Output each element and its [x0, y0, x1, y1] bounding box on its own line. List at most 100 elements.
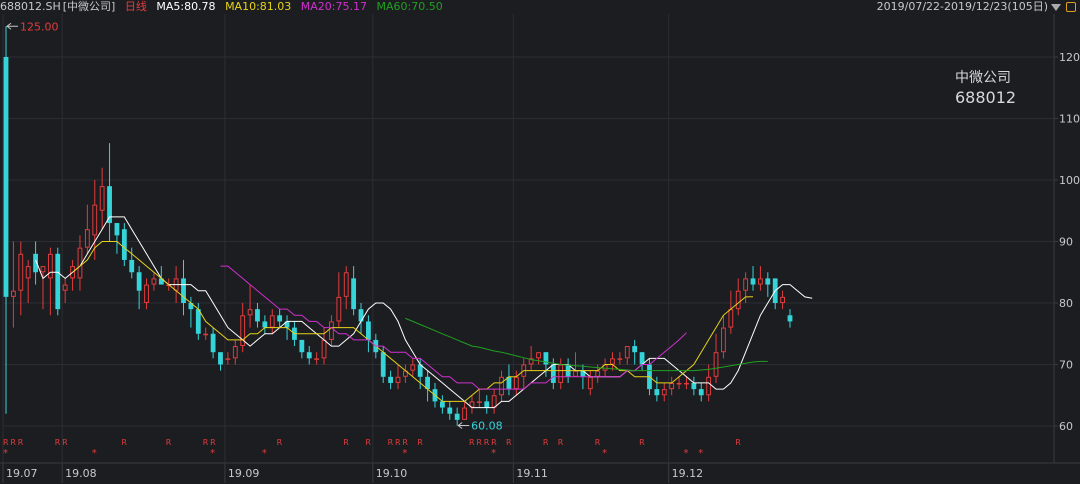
period-label[interactable]: 日线 [124, 0, 147, 13]
candle-body [484, 401, 490, 408]
date-range-selector[interactable]: 2019/07/22-2019/12/23(105日) [877, 0, 1076, 14]
candle-body [336, 296, 342, 322]
candle-body [513, 376, 519, 390]
ma5-label: MA5:80.78 [156, 0, 216, 13]
candle [743, 272, 749, 303]
candle [247, 284, 253, 328]
candle [610, 352, 615, 371]
candle-body [595, 370, 601, 377]
candle-body [84, 229, 90, 248]
candle-body [321, 339, 327, 359]
candle-body [454, 413, 460, 420]
candle-body [550, 364, 556, 383]
signal-r-marker: R [595, 438, 601, 447]
candle [513, 370, 519, 396]
candle [684, 376, 689, 390]
annotation-label: 60.08 [471, 420, 503, 433]
candle-body [255, 309, 260, 322]
candle [402, 364, 408, 383]
candle [351, 266, 357, 316]
dropdown-arrow-icon[interactable] [1051, 3, 1061, 11]
ma10-line [72, 241, 754, 402]
candle [329, 315, 334, 347]
candle-body [506, 376, 512, 390]
candle-body [136, 272, 142, 291]
candle [343, 266, 349, 310]
signal-r-marker: R [543, 438, 549, 447]
candle [136, 266, 142, 310]
candle-body [543, 352, 549, 365]
candle [299, 339, 305, 359]
candle-body [269, 315, 275, 328]
lock-icon[interactable] [1066, 2, 1076, 12]
candle [528, 346, 534, 371]
signal-r-marker: R [484, 438, 490, 447]
candle-body [447, 407, 453, 414]
candle-body [632, 346, 638, 353]
candle-body [284, 321, 290, 328]
candle-body [425, 376, 430, 390]
candle [758, 266, 763, 291]
candle [18, 241, 24, 316]
candle-body [47, 253, 53, 279]
candle [210, 327, 216, 359]
candle-body [580, 370, 586, 377]
candle [639, 352, 645, 371]
candle [587, 370, 593, 396]
signal-star-marker: * [262, 448, 267, 459]
candle-body [491, 395, 497, 408]
candle [314, 352, 320, 365]
candle-body [395, 376, 401, 383]
annotation-arrow [457, 422, 463, 429]
candle-body [181, 278, 186, 303]
candle-body [99, 186, 105, 211]
candle-body [366, 321, 371, 340]
stock-symbol: 688012.SH [0, 0, 61, 13]
candle-body [121, 229, 127, 260]
candle [602, 358, 608, 377]
candle [232, 339, 238, 365]
ma60-label: MA60:70.50 [376, 0, 443, 13]
candle-body [306, 352, 312, 359]
candle [499, 370, 504, 402]
signal-r-marker: R [735, 438, 741, 447]
candle [484, 395, 490, 414]
candle [661, 382, 667, 402]
candle [469, 395, 475, 414]
candle [439, 395, 445, 414]
signal-r-marker: R [10, 438, 16, 447]
signal-star-marker: * [602, 448, 607, 459]
candle [358, 303, 364, 334]
annotation-label: 125.00 [20, 20, 59, 33]
signal-r-marker: R [18, 438, 24, 447]
candle [144, 278, 149, 310]
candle [3, 26, 9, 414]
stock-name: [中微公司] [62, 0, 116, 13]
candle [447, 401, 453, 420]
candle [787, 309, 793, 328]
y-tick-label: 120 [1059, 51, 1080, 64]
y-tick-label: 110 [1059, 113, 1080, 126]
signal-r-marker: R [203, 438, 209, 447]
candle [691, 376, 697, 396]
candle [676, 376, 682, 390]
watermark-name: 中微公司 [955, 70, 1011, 86]
candle-body [240, 315, 246, 347]
candle [765, 272, 771, 297]
signal-r-marker: R [277, 438, 283, 447]
candle-body [18, 253, 24, 291]
x-tick-label: 19.07 [6, 467, 38, 480]
signal-r-marker: R [469, 438, 475, 447]
y-tick-label: 80 [1059, 297, 1073, 310]
candle [425, 370, 430, 402]
candle [632, 339, 638, 365]
ma5-line [35, 216, 813, 409]
candle-body [277, 315, 283, 322]
candle [203, 327, 209, 340]
candle [262, 315, 268, 334]
candle [25, 259, 31, 303]
signal-r-marker: R [55, 438, 61, 447]
y-tick-label: 70 [1059, 359, 1073, 372]
candle-body [721, 327, 726, 353]
